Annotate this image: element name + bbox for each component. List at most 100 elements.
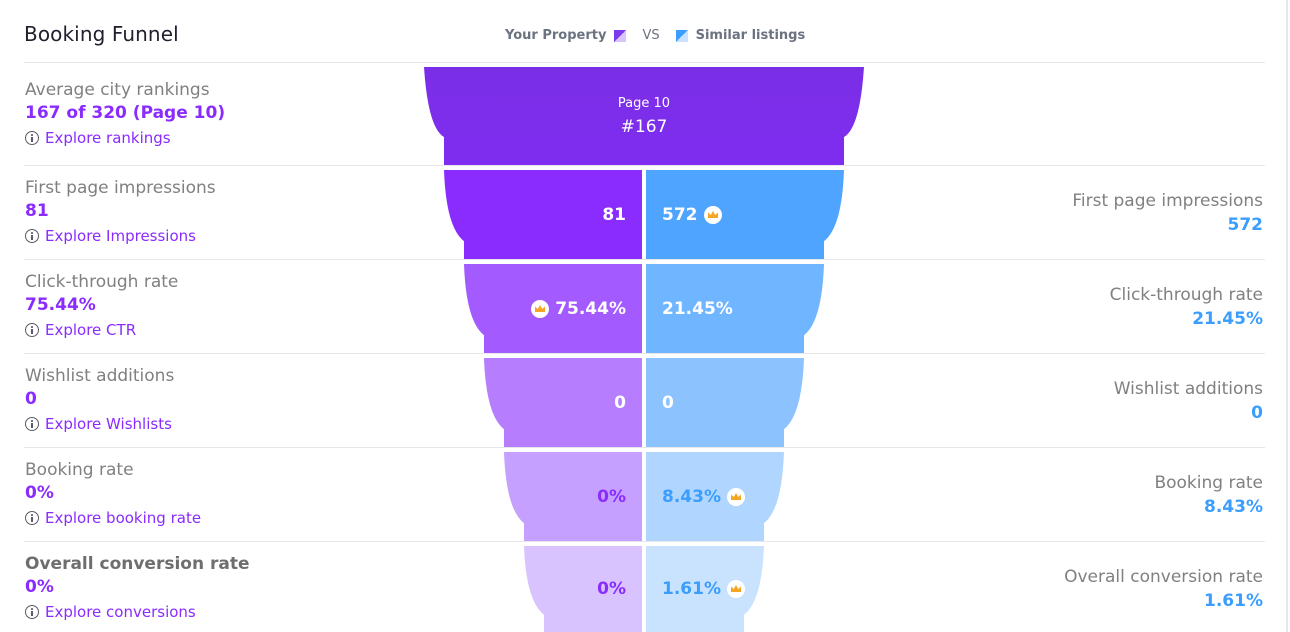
explore-impressions-link[interactable]: Explore Impressions (25, 224, 216, 248)
funnel-similar-value: 0 (662, 391, 832, 415)
funnel-similar-segment (646, 170, 844, 259)
row-divider (24, 165, 1265, 166)
page-title: Booking Funnel (24, 22, 179, 46)
crown-icon (703, 205, 722, 224)
similar-ctr-stat: Click-through rate 21.45% (1110, 283, 1263, 331)
similar-swatch-icon (675, 29, 688, 42)
wishlist-stat: Wishlist additions 0 Explore Wishlists (25, 365, 174, 436)
info-icon (25, 511, 39, 525)
funnel-own-value-text: 0 (614, 392, 626, 413)
explore-booking-rate-label: Explore booking rate (45, 509, 202, 527)
ctr-stat: Click-through rate 75.44% Explore CTR (25, 271, 178, 342)
funnel-own-value: 81 (462, 203, 626, 227)
booking-rate-stat: Booking rate 0% Explore booking rate (25, 459, 201, 530)
funnel-rank-segment (424, 67, 864, 165)
similar-wishlist-stat: Wishlist additions 0 (1114, 377, 1263, 425)
similar-ctr-value: 21.45% (1192, 309, 1263, 329)
similar-booking-rate-value: 8.43% (1204, 497, 1263, 517)
crown-icon (531, 299, 550, 318)
wishlist-value: 0 (25, 389, 37, 409)
funnel-rank-page: Page 10 (617, 96, 671, 111)
explore-ctr-label: Explore CTR (45, 321, 137, 339)
funnel-similar-value: 572 (662, 203, 832, 227)
funnel-own-value-text: 81 (602, 204, 626, 225)
explore-rankings-link[interactable]: Explore rankings (25, 126, 225, 150)
explore-conversions-label: Explore conversions (45, 603, 196, 621)
funnel-own-segment (444, 170, 642, 259)
explore-wishlists-label: Explore Wishlists (45, 415, 172, 433)
funnel-similar-value: 1.61% (662, 577, 832, 601)
impressions-label: First page impressions (25, 178, 216, 198)
explore-wishlists-link[interactable]: Explore Wishlists (25, 412, 174, 436)
explore-conversions-link[interactable]: Explore conversions (25, 600, 250, 624)
rank-value: 167 of 320 (Page 10) (25, 103, 226, 123)
booking-rate-label: Booking rate (25, 460, 134, 480)
panel-right-border (1286, 0, 1288, 632)
info-icon (25, 417, 39, 431)
funnel-own-segment (504, 452, 642, 541)
funnel-own-value: 0 (462, 391, 626, 415)
funnel-own-segment (484, 358, 642, 447)
similar-conversion-value: 1.61% (1204, 591, 1263, 611)
similar-ctr-label: Click-through rate (1109, 285, 1263, 305)
funnel-similar-value: 8.43% (662, 485, 832, 509)
similar-impressions-stat: First page impressions 572 (1072, 189, 1263, 237)
crown-icon (726, 580, 745, 598)
funnel-similar-segment (646, 452, 784, 541)
similar-wishlist-value: 0 (1251, 403, 1263, 423)
funnel-similar-value-text: 0 (662, 392, 674, 413)
similar-booking-rate-label: Booking rate (1154, 473, 1263, 493)
legend-similar-label: Similar listings (695, 28, 806, 43)
explore-rankings-label: Explore rankings (45, 129, 171, 147)
funnel-similar-segment (646, 358, 804, 447)
wishlist-label: Wishlist additions (25, 366, 175, 386)
info-icon (25, 229, 39, 243)
conversion-stat: Overall conversion rate 0% Explore conve… (25, 553, 250, 624)
funnel-own-value-text: 75.44% (555, 298, 626, 319)
funnel-own-value-text: 0% (597, 579, 626, 599)
similar-conversion-label: Overall conversion rate (1064, 567, 1263, 587)
funnel-similar-value-text: 572 (662, 204, 698, 225)
ctr-label: Click-through rate (25, 272, 179, 292)
funnel-own-value: 75.44% (462, 297, 626, 321)
funnel-similar-value: 21.45% (662, 297, 832, 321)
funnel-similar-segment (646, 264, 824, 353)
similar-booking-rate-stat: Booking rate 8.43% (1154, 471, 1263, 519)
explore-impressions-label: Explore Impressions (45, 227, 196, 245)
info-icon (25, 131, 39, 145)
similar-impressions-label: First page impressions (1072, 191, 1263, 211)
row-divider (24, 447, 1265, 448)
funnel-own-value-text: 0% (597, 486, 626, 507)
impressions-stat: First page impressions 81 Explore Impres… (25, 177, 216, 248)
funnel-own-segment (464, 264, 642, 353)
info-icon (25, 323, 39, 337)
conversion-value: 0% (25, 577, 54, 597)
impressions-value: 81 (25, 201, 49, 221)
funnel-similar-value-text: 21.45% (662, 298, 733, 319)
info-icon (25, 605, 39, 619)
crown-icon (726, 487, 745, 506)
explore-ctr-link[interactable]: Explore CTR (25, 318, 178, 342)
own-swatch-icon (614, 29, 627, 42)
header-divider (24, 62, 1265, 63)
funnel-similar-value-text: 8.43% (662, 486, 721, 507)
funnel-rank-value: #167 (620, 117, 668, 137)
rank-label: Average city rankings (25, 80, 210, 100)
legend-vs-label: VS (642, 28, 660, 43)
explore-booking-rate-link[interactable]: Explore booking rate (25, 506, 201, 530)
similar-wishlist-label: Wishlist additions (1113, 379, 1263, 399)
funnel-similar-value-text: 1.61% (662, 579, 721, 599)
funnel-legend: Your Property VS Similar listings (505, 28, 805, 43)
ctr-value: 75.44% (25, 295, 96, 315)
legend-own-label: Your Property (505, 28, 607, 43)
funnel-own-segment (524, 546, 642, 632)
booking-rate-value: 0% (25, 483, 54, 503)
similar-impressions-value: 572 (1227, 215, 1264, 235)
row-divider (24, 259, 1265, 260)
similar-conversion-stat: Overall conversion rate 1.61% (1064, 565, 1263, 613)
funnel-own-value: 0% (462, 485, 626, 509)
conversion-label: Overall conversion rate (25, 554, 250, 574)
row-divider (24, 353, 1265, 354)
row-divider (24, 541, 1265, 542)
